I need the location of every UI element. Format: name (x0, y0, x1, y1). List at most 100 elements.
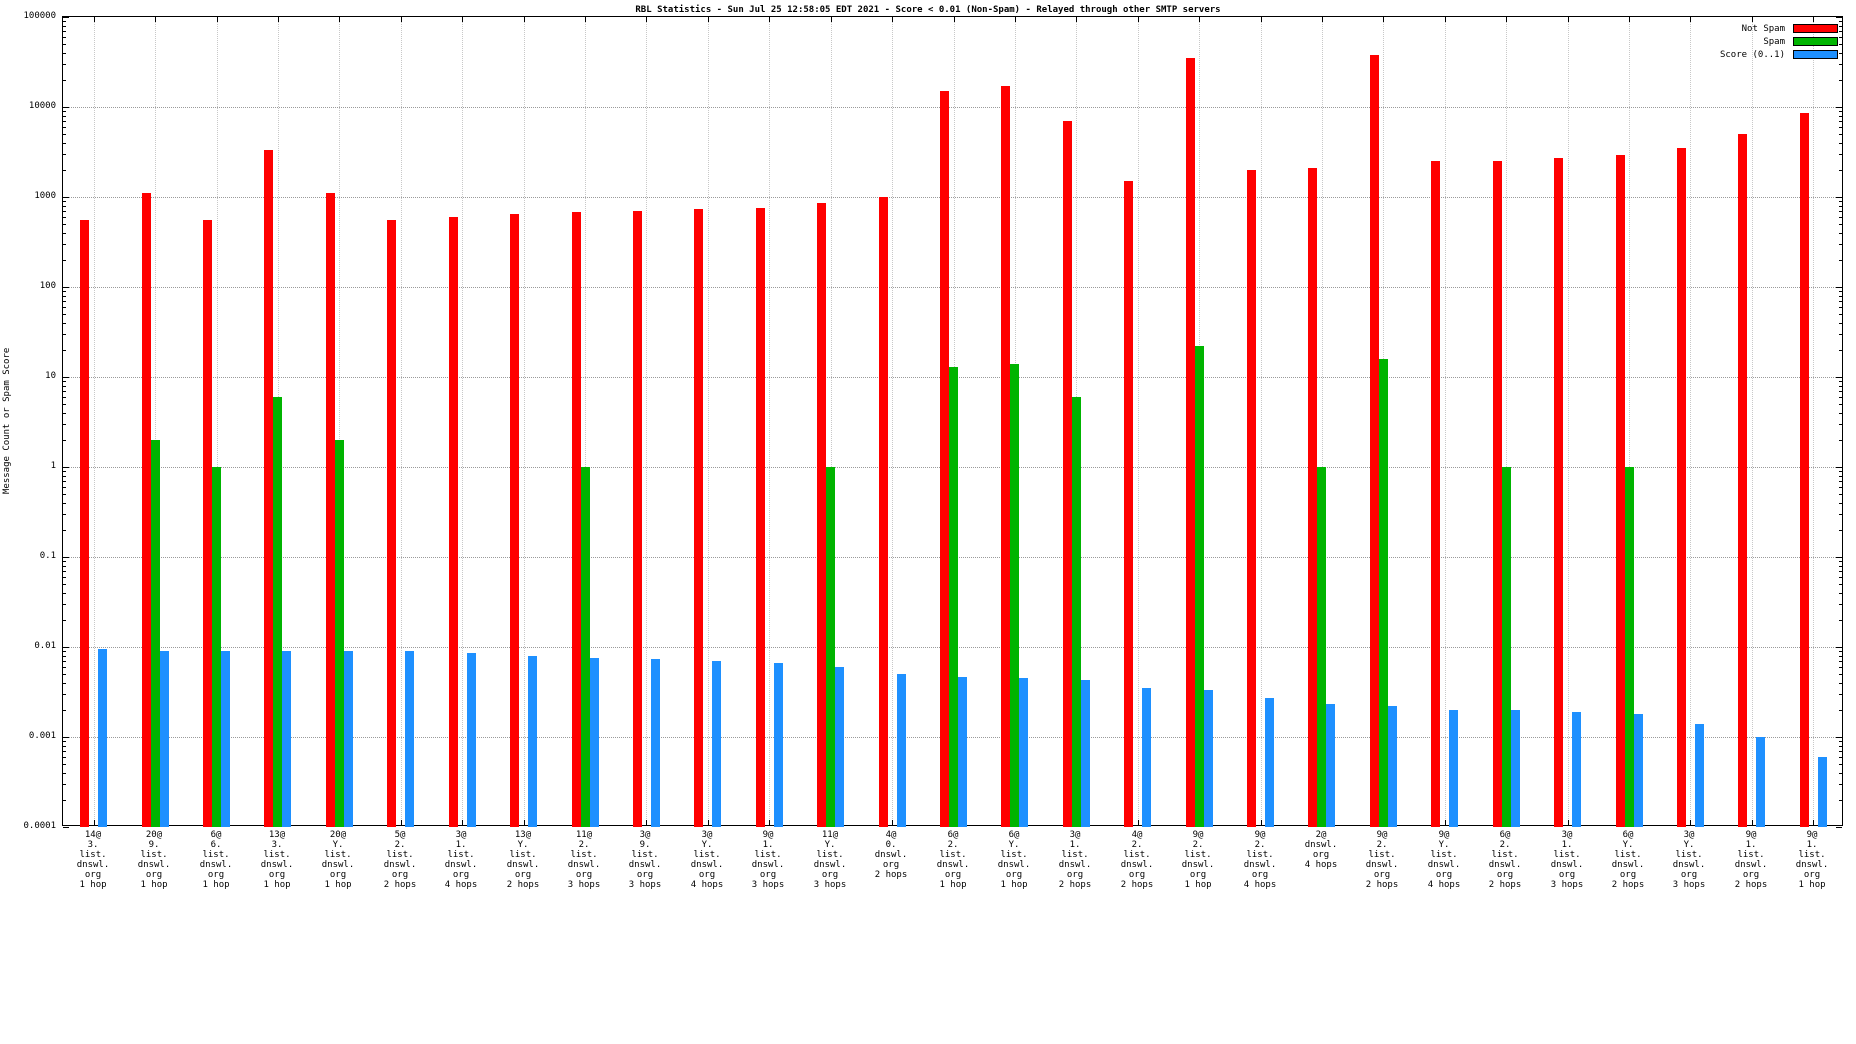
y-minor-tick (1839, 211, 1842, 212)
bar-not-spam (1308, 168, 1317, 827)
bar-not-spam (1001, 86, 1010, 827)
bar-not-spam (1247, 169, 1256, 827)
y-tick-label: 100 (39, 281, 56, 291)
y-minor-tick (1839, 31, 1842, 32)
y-tick-label: 10000 (28, 101, 56, 111)
x-tick (401, 17, 402, 22)
legend-label: Spam (1763, 36, 1785, 47)
y-minor-tick (63, 170, 66, 171)
y-minor-tick (1839, 571, 1842, 572)
y-minor-tick (63, 503, 66, 504)
y-minor-tick (63, 201, 66, 202)
x-tick-label: 3@ Y. list. dnswl. org 4 hops (690, 830, 724, 890)
y-minor-tick (1839, 764, 1842, 765)
y-minor-tick (1839, 53, 1842, 54)
legend-label: Score (0..1) (1719, 49, 1785, 60)
x-tick (1445, 17, 1446, 22)
x-tick (1752, 820, 1753, 825)
y-minor-tick (1839, 391, 1842, 392)
x-tick-label: 20@ 9. list. dnswl. org 1 hop (137, 830, 171, 890)
x-tick (1752, 17, 1753, 22)
y-minor-tick (63, 31, 66, 32)
y-minor-tick (1839, 694, 1842, 695)
y-axis-label: Message Count or Spam Score (2, 347, 12, 495)
y-minor-tick (1839, 170, 1842, 171)
y-minor-tick (63, 593, 66, 594)
y-minor-tick (63, 391, 66, 392)
y-minor-tick (63, 424, 66, 425)
y-minor-tick (1839, 206, 1842, 207)
bar-not-spam (879, 197, 888, 827)
y-minor-tick (1839, 381, 1842, 382)
y-minor-tick (63, 746, 66, 747)
y-minor-tick (1839, 577, 1842, 578)
h-gridline (63, 197, 1842, 198)
y-tick-label: 0.1 (39, 551, 56, 561)
bar-score-0-1 (528, 655, 537, 827)
y-minor-tick (1839, 397, 1842, 398)
y-minor-tick (63, 206, 66, 207)
v-gridline (1568, 17, 1569, 825)
bar-spam (1379, 358, 1388, 827)
y-minor-tick (63, 620, 66, 621)
bar-spam (151, 439, 160, 827)
legend-swatch (1793, 50, 1838, 59)
x-tick-label: 9@ 1. list. dnswl. org 3 hops (751, 830, 785, 890)
v-gridline (462, 17, 463, 825)
v-gridline (708, 17, 709, 825)
bar-score-0-1 (651, 659, 660, 827)
bar-not-spam (1616, 155, 1625, 827)
x-tick-label: 11@ Y. list. dnswl. org 3 hops (813, 830, 847, 890)
x-tick (462, 820, 463, 825)
v-gridline (401, 17, 402, 825)
x-tick-label: 9@ 2. list. dnswl. org 2 hops (1365, 830, 1399, 890)
bar-spam (1072, 396, 1081, 827)
y-minor-tick (63, 37, 66, 38)
y-minor-tick (1839, 593, 1842, 594)
y-minor-tick (1839, 784, 1842, 785)
y-minor-tick (1839, 741, 1842, 742)
x-tick (769, 820, 770, 825)
x-tick (892, 17, 893, 22)
y-minor-tick (1839, 154, 1842, 155)
y-minor-tick (1839, 143, 1842, 144)
bar-score-0-1 (1326, 704, 1335, 827)
y-minor-tick (63, 471, 66, 472)
y-minor-tick (63, 44, 66, 45)
legend-item: Not Spam (1720, 22, 1838, 35)
bar-score-0-1 (1634, 714, 1643, 827)
v-gridline (1322, 17, 1323, 825)
y-minor-tick (63, 757, 66, 758)
x-tick (1813, 820, 1814, 825)
y-minor-tick (1839, 746, 1842, 747)
bar-not-spam (203, 220, 212, 827)
y-minor-tick (63, 577, 66, 578)
bar-spam (1502, 467, 1511, 827)
y-minor-tick (63, 127, 66, 128)
y-minor-tick (63, 751, 66, 752)
v-gridline (831, 17, 832, 825)
y-minor-tick (1839, 440, 1842, 441)
y-minor-tick (1839, 233, 1842, 234)
y-major-tick (63, 377, 69, 378)
y-minor-tick (1839, 494, 1842, 495)
y-minor-tick (1839, 674, 1842, 675)
y-minor-tick (1839, 661, 1842, 662)
y-minor-tick (1839, 291, 1842, 292)
bar-not-spam (1800, 113, 1809, 827)
y-major-tick (1836, 647, 1842, 648)
y-major-tick (1836, 17, 1842, 18)
bar-spam (1195, 346, 1204, 827)
y-minor-tick (63, 584, 66, 585)
x-tick-label: 14@ 3. list. dnswl. org 1 hop (76, 830, 110, 890)
x-tick (1629, 17, 1630, 22)
y-minor-tick (1839, 751, 1842, 752)
y-minor-tick (1839, 44, 1842, 45)
v-gridline (646, 17, 647, 825)
legend-label: Not Spam (1741, 23, 1785, 34)
x-tick-label: 3@ 1. list. dnswl. org 3 hops (1550, 830, 1584, 890)
y-minor-tick (63, 80, 66, 81)
y-major-tick (63, 17, 69, 18)
y-minor-tick (63, 334, 66, 335)
bar-score-0-1 (98, 649, 107, 827)
